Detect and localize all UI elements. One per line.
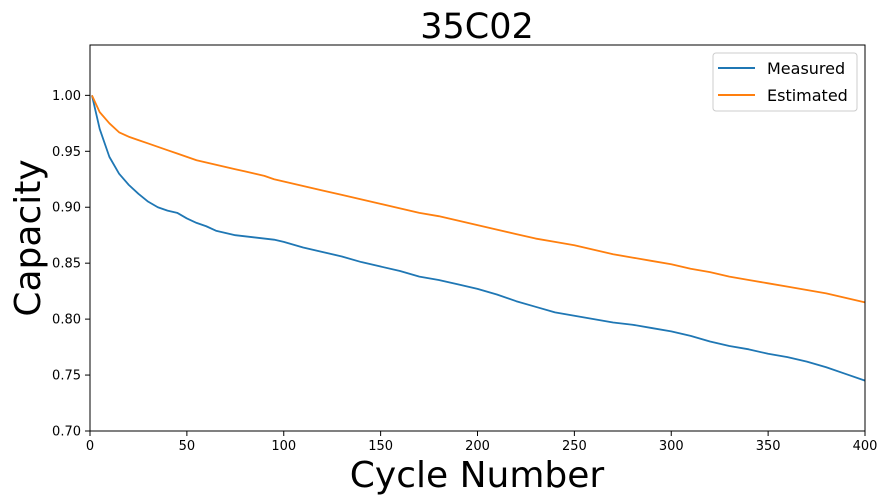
plot-area-frame bbox=[89, 44, 866, 432]
x-tick-label: 50 bbox=[179, 439, 196, 454]
x-tick-label: 400 bbox=[853, 439, 878, 454]
y-tick-label: 0.85 bbox=[52, 257, 81, 272]
legend: Measured Estimated bbox=[712, 52, 858, 112]
x-tick-label: 0 bbox=[86, 439, 94, 454]
x-axis-title: Cycle Number bbox=[350, 455, 605, 496]
y-tick-label: 0.95 bbox=[52, 145, 81, 160]
x-tick-label: 350 bbox=[756, 439, 781, 454]
ticks-layer: 0 50 100 150 200 250 300 350 400 0.70 0.75 0.80 0.85… bbox=[52, 89, 877, 454]
series-line-estimated bbox=[91, 94, 866, 304]
series-layer bbox=[91, 94, 866, 382]
chart-title: 35C02 bbox=[420, 7, 534, 47]
x-tick-label: 100 bbox=[271, 439, 296, 454]
x-tick-label: 200 bbox=[465, 439, 490, 454]
legend-label-estimated: Estimated bbox=[767, 86, 848, 105]
y-tick-label: 1.00 bbox=[52, 89, 81, 104]
series-line-measured bbox=[91, 95, 866, 382]
x-tick-label: 300 bbox=[659, 439, 684, 454]
y-tick-label: 0.80 bbox=[52, 313, 81, 328]
y-tick-label: 0.75 bbox=[52, 369, 81, 384]
x-tick-label: 150 bbox=[368, 439, 393, 454]
legend-label-measured: Measured bbox=[767, 59, 845, 78]
x-tick-label: 250 bbox=[562, 439, 587, 454]
y-axis-title: Capacity bbox=[8, 159, 49, 316]
y-tick-label: 0.90 bbox=[52, 201, 81, 216]
y-tick-label: 0.70 bbox=[52, 425, 81, 440]
